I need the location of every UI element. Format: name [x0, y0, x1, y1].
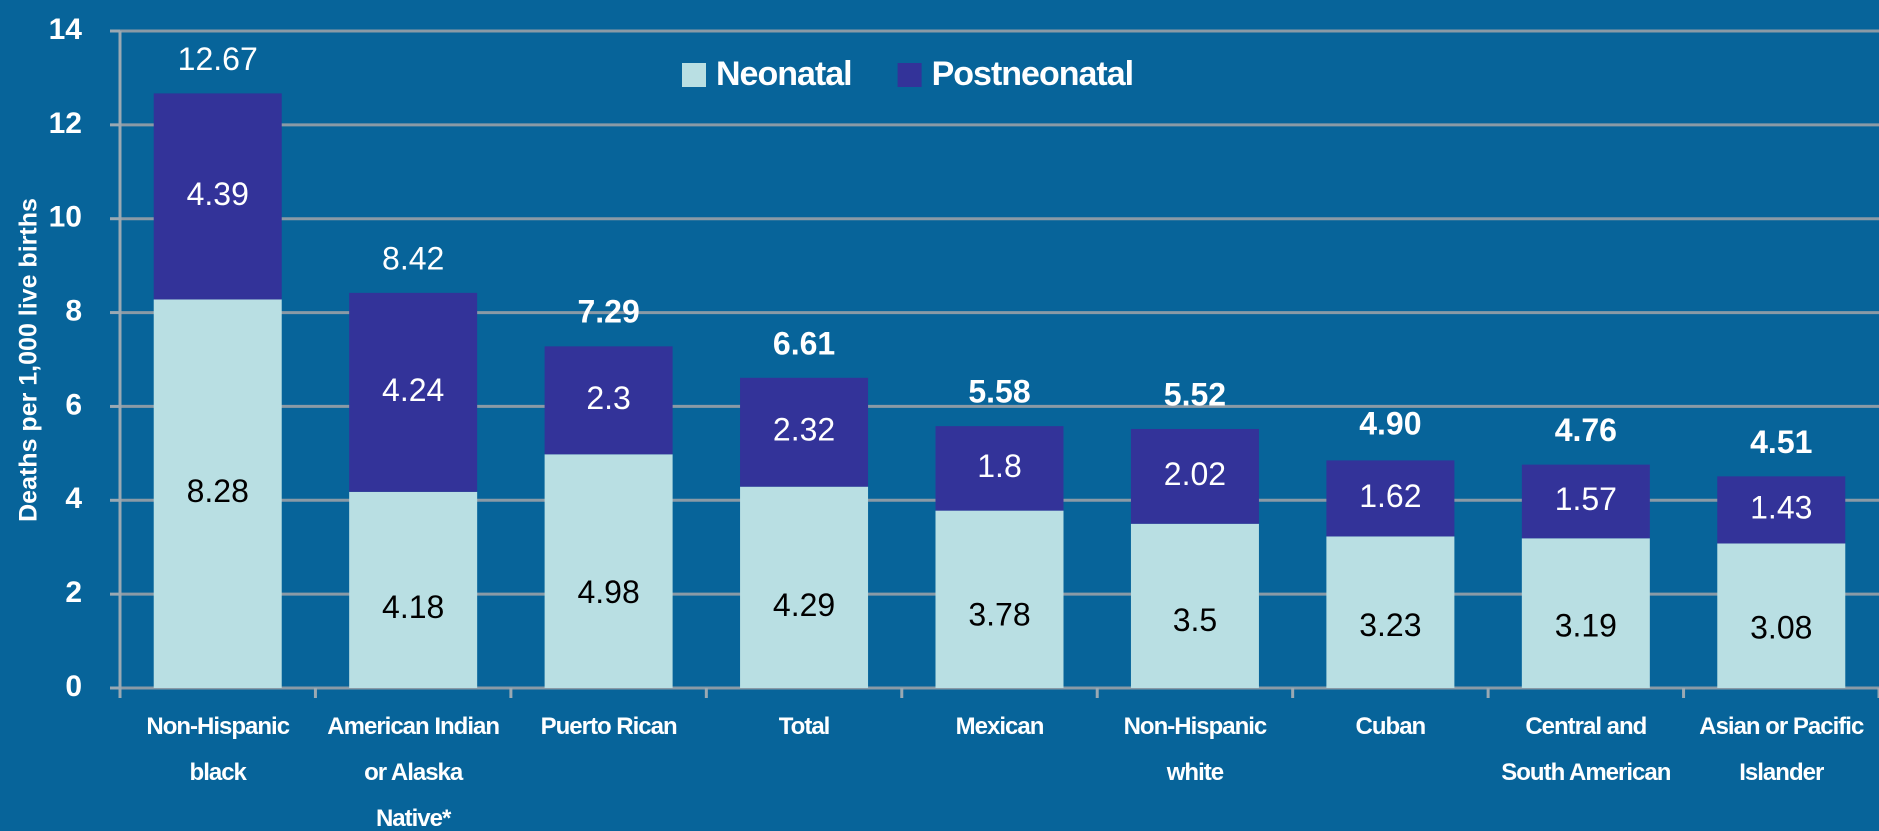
bar-segment	[1717, 543, 1846, 688]
bar-segment	[153, 93, 282, 300]
segment-label: 1.62	[1359, 478, 1421, 514]
x-tick-label-line: Non-Hispanic	[146, 713, 289, 740]
bar-segment	[544, 454, 673, 688]
segment-label: 4.39	[187, 176, 249, 212]
x-tick-label-line: black	[190, 759, 248, 786]
x-tick-label: Non-Hispanic white	[1124, 713, 1267, 786]
segment-label: 4.18	[382, 589, 444, 625]
bar-segment	[1521, 464, 1650, 539]
y-tick-label: 10	[49, 201, 82, 234]
bar-segment	[740, 486, 869, 688]
x-tick-label-line: Native*	[376, 805, 452, 831]
total-label: 4.51	[1750, 424, 1812, 460]
x-tick-label: Non-Hispanic black	[146, 713, 289, 786]
bar-segment	[1130, 428, 1259, 524]
y-tick-label: 2	[65, 576, 82, 609]
total-label: 7.29	[577, 293, 639, 329]
segment-label: 1.43	[1750, 489, 1812, 525]
y-tick-label: 0	[65, 670, 82, 703]
legend-swatch	[682, 63, 706, 87]
bar-segment	[544, 346, 673, 455]
total-label: 8.42	[382, 240, 444, 276]
x-tick-label-line: American Indian	[327, 713, 499, 740]
x-tick-label-line: white	[1166, 759, 1224, 786]
bar-segment	[349, 491, 478, 688]
segment-label: 2.3	[586, 380, 630, 416]
total-label: 4.90	[1359, 406, 1421, 442]
x-tick-label-line: Asian or Pacific	[1699, 713, 1864, 740]
bar-segment	[935, 510, 1064, 688]
bar-segment	[1521, 538, 1650, 688]
bar-segment	[1130, 523, 1259, 688]
x-tick-label: Central and South American	[1501, 713, 1670, 786]
total-label: 4.76	[1555, 412, 1617, 448]
segment-label: 2.02	[1164, 456, 1226, 492]
y-tick-label: 4	[65, 482, 82, 515]
bar-segment	[935, 426, 1064, 511]
bar-segment	[349, 292, 478, 492]
segment-label: 3.19	[1555, 608, 1617, 644]
legend-swatch	[897, 63, 922, 87]
x-tick-label-line: Puerto Rican	[541, 713, 677, 740]
legend-label: Postneonatal	[932, 55, 1133, 93]
y-axis-title: Deaths per 1,000 live births	[15, 198, 43, 522]
x-tick-label: Total	[779, 713, 830, 740]
x-tick-label-line: Islander	[1739, 759, 1824, 786]
segment-label: 8.28	[187, 473, 249, 509]
y-tick-label: 14	[49, 13, 83, 46]
total-label: 12.67	[178, 41, 258, 77]
x-tick-label-line: or Alaska	[364, 759, 464, 786]
segment-label: 1.57	[1555, 481, 1617, 517]
legend-label: Neonatal	[716, 55, 852, 93]
x-tick-label-line: Mexican	[956, 713, 1044, 740]
segment-label: 3.08	[1750, 610, 1812, 646]
x-tick-label: Cuban	[1356, 713, 1426, 740]
y-tick-label: 8	[65, 294, 82, 327]
x-tick-label: American Indian or Alaska Native*	[327, 713, 499, 831]
x-tick-label: Mexican	[956, 713, 1044, 740]
x-tick-label-line: Central and	[1525, 713, 1646, 740]
bar-segment	[1326, 536, 1455, 688]
x-tick-label: Asian or Pacific Islander	[1699, 713, 1864, 786]
bar-segment	[1326, 460, 1455, 537]
total-label: 5.52	[1164, 376, 1226, 412]
y-tick-label: 6	[65, 388, 82, 421]
segment-label: 3.78	[968, 596, 1030, 632]
segment-label: 2.32	[773, 412, 835, 448]
bar-segment	[1717, 476, 1846, 544]
total-label: 6.61	[773, 325, 835, 361]
segment-label: 4.29	[773, 587, 835, 623]
segment-label: 1.8	[977, 448, 1021, 484]
bar-segment	[153, 299, 282, 688]
x-tick-label-line: Total	[779, 713, 830, 740]
x-tick-label-line: Non-Hispanic	[1124, 713, 1267, 740]
x-tick-label: Puerto Rican	[541, 713, 677, 740]
x-tick-label-line: Cuban	[1356, 713, 1426, 740]
x-tick-label-line: South American	[1501, 759, 1670, 786]
bar-segment	[740, 377, 869, 487]
segment-label: 3.23	[1359, 607, 1421, 643]
segment-label: 3.5	[1173, 602, 1217, 638]
segment-label: 4.98	[577, 574, 639, 610]
total-label: 5.58	[968, 374, 1030, 410]
y-tick-label: 12	[49, 107, 82, 140]
segment-label: 4.24	[382, 372, 444, 408]
